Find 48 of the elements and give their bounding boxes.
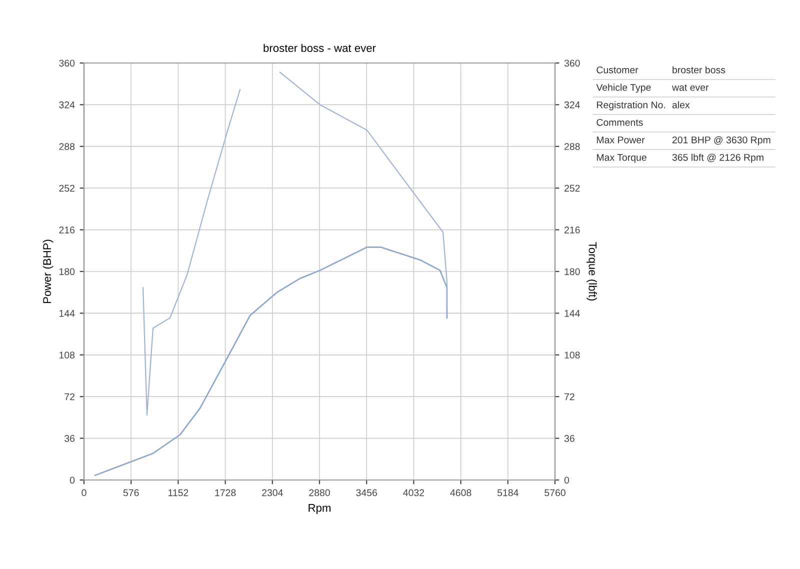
y2-tick-label: 252 [564, 184, 580, 192]
text: Max Power [597, 136, 645, 144]
text: Comments [596, 118, 643, 126]
y-tick-label: 288 [59, 143, 75, 150]
text: Vehicle Type [596, 84, 651, 93]
x-tick-label: 576 [123, 489, 139, 496]
y2-tick-label: 144 [564, 310, 580, 317]
y-tick-label: 324 [59, 101, 75, 108]
y2-tick-label: 36 [564, 435, 574, 442]
y-tick-label: 180 [59, 268, 75, 276]
y-tick-label: 36 [64, 435, 75, 442]
x-tick-label: 2880 [309, 489, 330, 496]
y2-tick-label: 324 [564, 101, 580, 108]
text: 365 lbft @ 2126 Rpm [672, 154, 764, 163]
x-tick-label: 0 [82, 489, 86, 496]
y2-tick-label: 108 [564, 352, 580, 359]
y-tick-label: 108 [59, 352, 75, 359]
text: 201 BHP @ 3630 Rpm [672, 136, 770, 146]
x-tick-label: 5760 [544, 489, 566, 496]
x-tick-label: 2304 [262, 489, 283, 496]
y2-tick-label: 0 [564, 476, 570, 484]
x-tick-label: 1152 [168, 489, 188, 496]
y-tick-label: 252 [59, 184, 74, 192]
x-tick-label: 4032 [403, 489, 424, 496]
y-tick-label: 0 [70, 476, 75, 484]
x-tick-label: 4608 [450, 489, 472, 496]
text: Max Torque [597, 154, 646, 163]
x-tick-label: 3456 [356, 489, 377, 496]
text: broster boss [672, 66, 726, 74]
text: alex [672, 101, 690, 108]
text: Customer [596, 66, 638, 74]
y-tick-label: 144 [59, 310, 75, 317]
y-axis-title: Power (BHP) [42, 240, 54, 303]
y-tick-label: 216 [59, 226, 75, 234]
text: Registration No. [597, 101, 666, 110]
x-tick-label: 5184 [497, 489, 518, 496]
y2-tick-label: 288 [564, 143, 580, 150]
y2-axis-title: Torque (lbft) [586, 242, 597, 300]
y-tick-label: 72 [64, 393, 74, 400]
chart-title: broster boss - wat ever [264, 44, 376, 52]
y2-tick-label: 360 [564, 60, 580, 67]
x-axis-title: Rpm [308, 504, 330, 514]
y2-tick-label: 72 [564, 393, 574, 400]
y2-tick-label: 216 [564, 226, 580, 234]
text: wat ever [672, 84, 709, 91]
y2-tick-label: 180 [564, 268, 580, 276]
x-tick-label: 1728 [215, 489, 236, 496]
y-tick-label: 360 [59, 60, 75, 67]
